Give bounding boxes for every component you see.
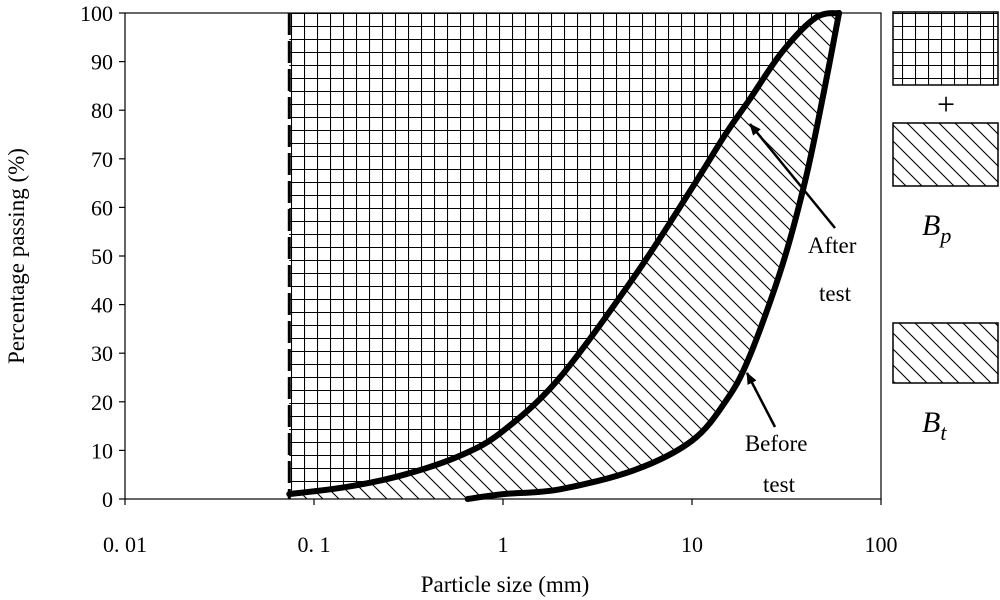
y-tick-label: 20 — [91, 390, 113, 415]
bt-hatch-region — [289, 13, 840, 499]
annotation-before-test: Before test — [745, 431, 813, 497]
series-after-test — [286, 10, 843, 498]
y-tick-label: 40 — [91, 293, 113, 318]
x-tick-label: 0. 01 — [103, 532, 147, 557]
y-tick-label: 50 — [91, 244, 113, 269]
y-tick-label: 30 — [91, 341, 113, 366]
legend-plus-sign: + — [937, 86, 955, 122]
annotation-after-test: After test — [808, 233, 862, 306]
legend-bt-hatch-swatch — [892, 322, 999, 384]
y-tick-label: 90 — [91, 50, 113, 75]
legend-bp-grid-swatch — [892, 11, 999, 86]
legend-bp-hatch-swatch — [892, 122, 999, 187]
y-tick-label: 0 — [102, 487, 113, 512]
x-axis-title: Particle size (mm) — [421, 572, 590, 597]
annotation-arrow-before — [745, 372, 777, 428]
x-tick-label: 0. 1 — [298, 532, 331, 557]
legend-bt-label: Bt — [922, 406, 947, 445]
legend: + Bp Bt — [892, 11, 999, 445]
x-tick-label: 100 — [865, 532, 898, 557]
y-tick-label: 10 — [91, 438, 113, 463]
y-tick-label: 100 — [80, 1, 113, 26]
series-before-test — [464, 10, 843, 502]
y-tick-label: 70 — [91, 147, 113, 172]
ticks-layer: 0 10 20 30 40 50 60 70 80 90 100 0. 01 0. 1 1 10 100 — [80, 1, 898, 557]
x-tick-label: 10 — [681, 532, 703, 557]
x-tick-label: 1 — [498, 532, 509, 557]
y-axis-title: Percentage passing (%) — [4, 148, 29, 364]
y-tick-label: 80 — [91, 98, 113, 123]
legend-bp-label: Bp — [922, 209, 951, 248]
annotation-arrow-after — [749, 123, 836, 229]
y-tick-label: 60 — [91, 195, 113, 220]
bp-grid-region — [289, 13, 840, 495]
